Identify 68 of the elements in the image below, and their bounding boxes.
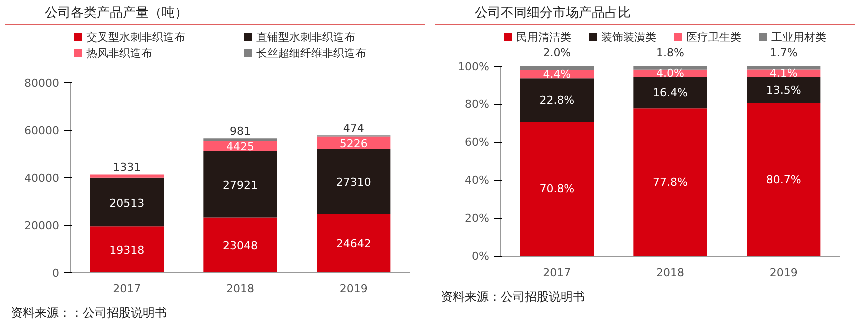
data-label: 1331 xyxy=(113,160,142,174)
y-tick-label: 0 xyxy=(52,267,60,280)
y-tick-label: 60000 xyxy=(24,124,60,138)
data-label: 23048 xyxy=(223,240,258,253)
data-label: 16.4% xyxy=(653,86,688,100)
bar xyxy=(634,66,708,70)
y-tick-label: 40000 xyxy=(24,172,60,185)
data-label: 27921 xyxy=(223,179,258,192)
legend-label: 民用清洁类 xyxy=(516,31,572,44)
data-label: 20513 xyxy=(110,196,145,210)
data-label: 5226 xyxy=(340,137,368,150)
data-label: 24642 xyxy=(336,238,372,251)
bar xyxy=(317,214,391,272)
data-label: 2.0% xyxy=(543,46,572,60)
y-tick-label: 20% xyxy=(465,212,490,225)
data-label: 4.1% xyxy=(770,67,798,80)
text: 资料来源：公司招股说明书 xyxy=(441,289,585,306)
legend-label: 工业用材类 xyxy=(772,31,826,44)
x-tick-label: 2017 xyxy=(113,282,142,296)
data-label: 22.8% xyxy=(540,94,575,107)
bar xyxy=(634,108,708,256)
data-label: 981 xyxy=(230,124,251,138)
bar xyxy=(520,122,594,256)
data-label: 70.8% xyxy=(540,182,575,196)
bar xyxy=(90,226,164,272)
y-tick-label: 0% xyxy=(472,250,490,263)
legend-label: 装饰装潢类 xyxy=(602,31,656,44)
legend-label: 交叉型水刺非织造布 xyxy=(86,31,186,44)
x-tick-label: 2017 xyxy=(543,266,572,280)
y-tick-label: 100% xyxy=(458,60,490,74)
y-tick-label: 80000 xyxy=(24,77,60,90)
data-label: 77.8% xyxy=(653,176,688,190)
bar xyxy=(204,151,278,218)
chart-title: 公司各类产品产量（吨） xyxy=(45,5,188,23)
data-label: 1.7% xyxy=(770,46,798,60)
legend-label: 直铺型水刺非织造布 xyxy=(256,31,356,44)
bar xyxy=(90,178,164,227)
y-tick-label: 80% xyxy=(465,98,490,111)
data-label: 474 xyxy=(343,122,364,135)
bar xyxy=(747,66,821,70)
x-tick-label: 2019 xyxy=(770,266,798,280)
x-tick-label: 2018 xyxy=(656,266,685,280)
data-label: 80.7% xyxy=(766,173,802,186)
data-label: 4425 xyxy=(226,140,255,154)
data-label: 27310 xyxy=(336,176,372,190)
data-label: 4.4% xyxy=(543,68,572,81)
data-label: 19318 xyxy=(110,244,145,258)
legend-label: 医疗卫生类 xyxy=(686,31,742,44)
chart-title: 公司不同细分市场产品占比 xyxy=(475,5,631,23)
bar xyxy=(634,78,708,109)
x-tick-label: 2018 xyxy=(226,282,255,296)
data-label: 1.8% xyxy=(656,46,684,60)
legend-label: 热风非织造布 xyxy=(86,47,152,60)
bar xyxy=(317,149,391,214)
bar xyxy=(204,218,278,272)
x-tick-label: 2019 xyxy=(340,282,368,296)
text: 资料来源：：公司招股说明书 xyxy=(11,305,167,322)
y-tick-label: 60% xyxy=(465,136,490,149)
data-label: 4.0% xyxy=(656,67,684,80)
legend-label: 长丝超细纤维非织造布 xyxy=(256,47,366,60)
bar xyxy=(520,78,594,122)
bar xyxy=(90,174,164,178)
bar xyxy=(520,66,594,70)
y-tick-label: 40% xyxy=(465,174,490,187)
bar xyxy=(747,78,821,104)
data-label: 13.5% xyxy=(766,84,802,97)
bar xyxy=(747,103,821,256)
y-tick-label: 20000 xyxy=(24,220,60,232)
